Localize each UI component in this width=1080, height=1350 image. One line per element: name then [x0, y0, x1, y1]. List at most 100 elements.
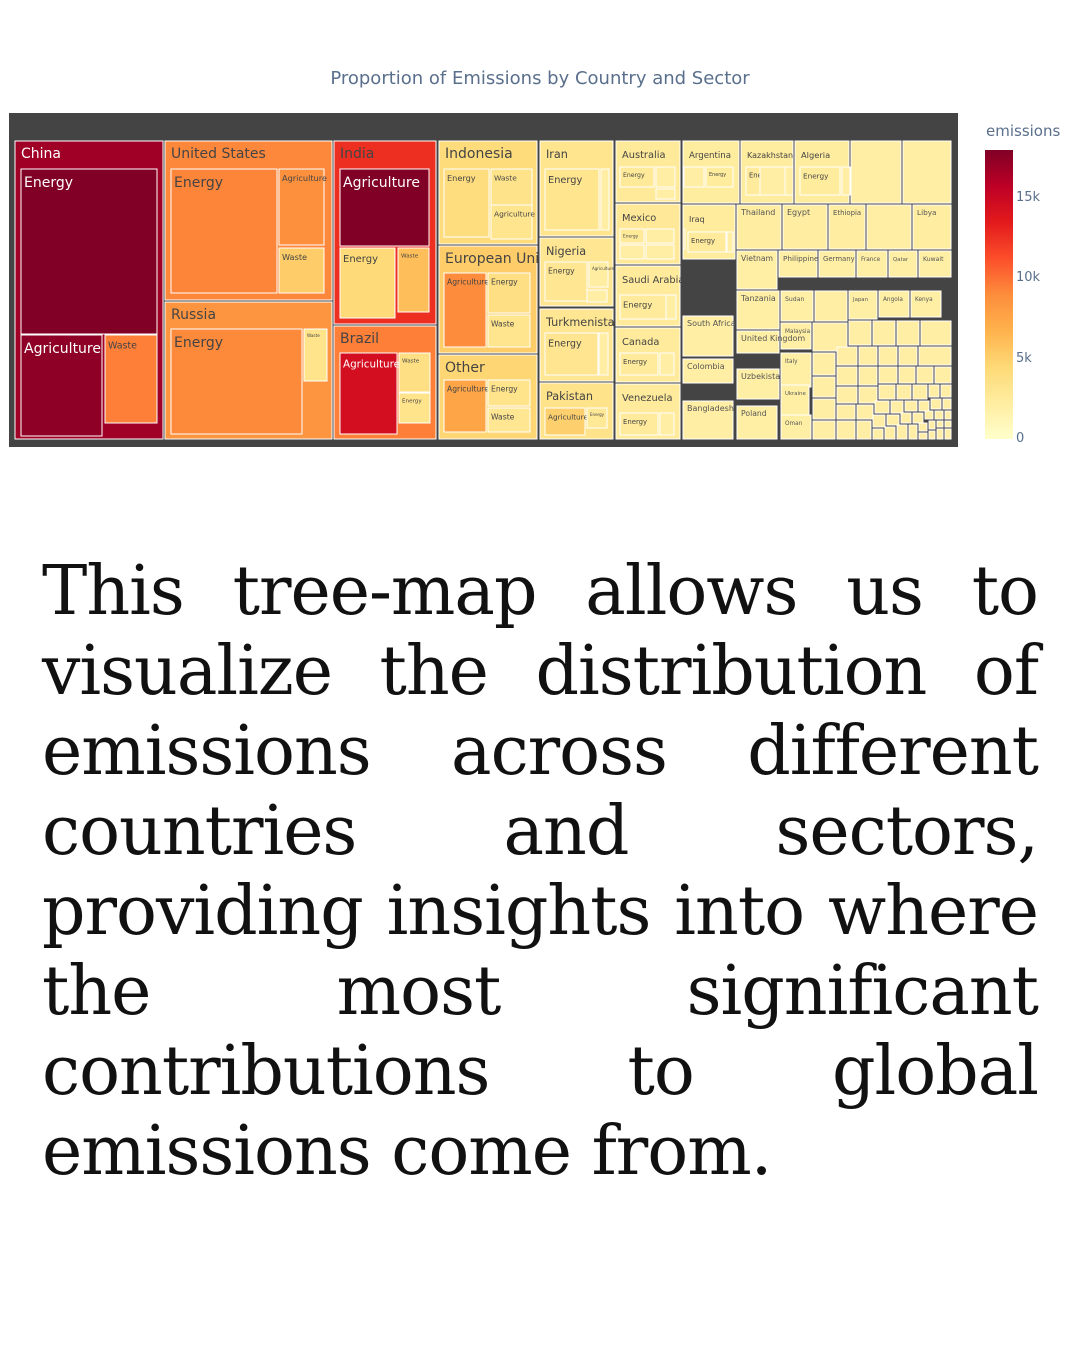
country-label: Ethiopia: [833, 209, 861, 217]
country-label: Philippines: [783, 254, 823, 263]
country-label: Libya: [917, 208, 937, 217]
sector-tile: [487, 314, 531, 348]
country-tile: [736, 250, 778, 290]
sector-tile: [687, 231, 727, 253]
small-tile: [918, 346, 952, 366]
small-tile: [878, 346, 898, 366]
country-label: Malaysia: [785, 329, 810, 335]
sector-tile: [799, 166, 841, 196]
small-tile: [836, 346, 858, 366]
small-tile: [848, 320, 872, 346]
country-tile: [682, 358, 734, 384]
country-label: Australia: [622, 150, 665, 161]
country-label: United States: [171, 146, 266, 162]
sector-tile: [619, 412, 659, 436]
sector-label: Energy: [803, 171, 829, 180]
sector-label: Energy: [623, 299, 652, 309]
small-tile: [944, 428, 952, 440]
small-tile: [655, 166, 676, 188]
small-tile: [683, 166, 705, 188]
small-tile: [904, 400, 918, 412]
sector-tile: [544, 168, 600, 231]
country-label: Saudi Arabia: [622, 275, 684, 286]
sector-label: Agriculture: [282, 173, 327, 183]
country-tile: [780, 322, 812, 350]
sector-label: Waste: [494, 173, 517, 182]
small-tile: [936, 420, 944, 428]
small-tile: [944, 420, 952, 428]
small-tile: [900, 412, 912, 424]
small-tile: [856, 404, 874, 420]
country-tile: [736, 405, 778, 440]
small-tile: [655, 188, 676, 200]
country-label: Colombia: [687, 362, 725, 371]
sector-tile: [490, 168, 533, 206]
colorbar-tick-label: 15k: [1016, 190, 1041, 206]
country-tile: [918, 250, 952, 278]
sector-label: Energy: [548, 267, 575, 276]
sector-label: Energy: [590, 412, 605, 417]
country-label: South Africa: [687, 319, 736, 328]
sector-tile: [490, 204, 533, 240]
small-tile: [886, 414, 900, 426]
country-label: Qatar: [893, 257, 909, 263]
small-tile: [940, 384, 952, 398]
country-label: France: [861, 257, 881, 263]
sector-tile: [398, 352, 431, 393]
colorbar-tick-label: 10k: [1016, 270, 1041, 286]
sector-label: Agriculture: [447, 385, 489, 394]
small-tile: [858, 366, 878, 386]
small-tile: [836, 386, 858, 404]
small-tile: [898, 366, 916, 384]
small-tile: [898, 346, 918, 366]
sector-tile: [104, 334, 158, 424]
small-tile: [874, 400, 890, 414]
country-label: Indonesia: [445, 146, 513, 162]
sector-tile: [339, 247, 396, 319]
country-tile: [878, 290, 910, 318]
small-tile: [659, 412, 675, 436]
sector-label: Energy: [343, 254, 378, 265]
country-tile: [736, 330, 780, 354]
country-tile: [780, 352, 812, 388]
sector-label: Energy: [548, 175, 583, 186]
sector-tile: [20, 334, 103, 437]
sector-label: Waste: [401, 254, 419, 260]
small-tile: [928, 384, 940, 398]
country-label: Vietnam: [741, 254, 773, 263]
country-tile: [912, 204, 952, 250]
sector-label: Waste: [307, 333, 320, 338]
country-tile: [910, 290, 942, 318]
small-tile: [918, 422, 928, 432]
small-tile: [924, 410, 934, 420]
sector-tile: [339, 352, 398, 435]
country-label: Russia: [171, 307, 216, 323]
sector-label: Energy: [691, 237, 715, 245]
country-label: European Union: [445, 251, 557, 267]
colorbar-tick-label: 5k: [1016, 350, 1032, 366]
colorbar: [985, 150, 1013, 439]
country-tile: [736, 368, 780, 400]
small-tile: [836, 420, 856, 440]
sector-tile: [705, 166, 734, 188]
country-label: Algeria: [801, 150, 830, 160]
small-tile: [884, 426, 896, 440]
small-tile: [942, 398, 952, 410]
colorbar-title: emissions: [986, 122, 1061, 140]
sector-label: Energy: [709, 172, 726, 178]
country-tile: [736, 290, 780, 330]
sector-tile: [544, 407, 586, 436]
sector-tile: [397, 247, 430, 313]
small-tile: [912, 412, 924, 424]
sector-label: Agriculture: [343, 175, 420, 191]
sector-label: Energy: [24, 175, 73, 191]
sector-tile: [619, 294, 667, 320]
sector-label: Agriculture: [343, 358, 400, 370]
small-tile: [896, 424, 908, 440]
country-tile: [780, 384, 810, 416]
sector-tile: [339, 168, 430, 247]
small-tile: [812, 352, 836, 376]
country-label: Iran: [546, 148, 568, 161]
small-tile: [812, 322, 848, 352]
